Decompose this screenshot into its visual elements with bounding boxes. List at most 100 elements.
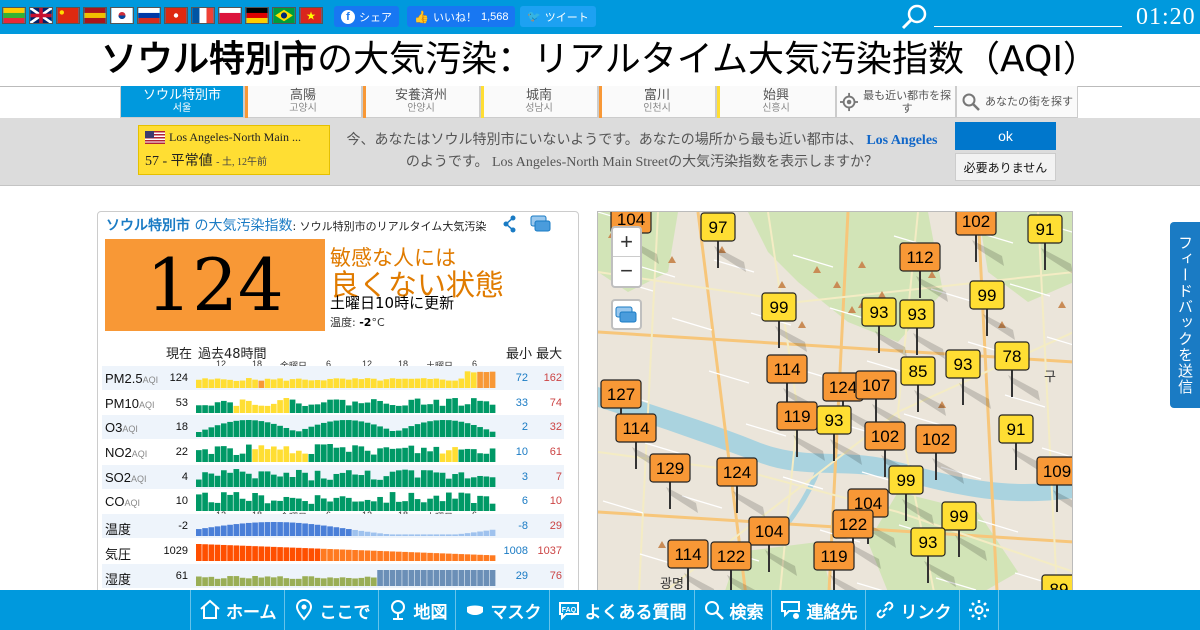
pollutant-row[interactable]: PM10AQI 53 33 74 [102,391,564,415]
history-bar [333,420,340,437]
pollutant-row[interactable]: PM2.5AQI 124 72 162 [102,366,564,390]
flag-english-icon[interactable] [29,7,53,24]
history-bar [377,479,383,487]
history-sparkline[interactable] [196,391,496,415]
pollutant-row[interactable]: O3AQI 18 2 32 [102,415,564,439]
map-aqi-marker[interactable]: 104 [748,516,797,576]
history-sparkline[interactable] [196,415,496,439]
search-box[interactable] [900,3,1122,31]
find-city-button[interactable]: あなたの街を探す [956,86,1078,118]
history-bar [296,450,302,462]
history-sparkline[interactable] [196,564,496,588]
history-bar [414,552,421,561]
pollutant-row[interactable]: 気圧 1029 1008 1037 [102,539,564,563]
map-aqi-marker[interactable]: 102 [915,424,964,484]
map-aqi-marker[interactable]: 93 [899,299,945,359]
history-sparkline[interactable] [196,489,496,513]
map-aqi-marker[interactable]: 93 [945,349,991,409]
map-aqi-marker[interactable]: 99 [941,501,987,561]
flag-vietnamese-icon[interactable] [299,7,323,24]
history-sparkline[interactable] [196,465,496,489]
flag-polish-icon[interactable] [218,7,242,24]
map-aqi-marker[interactable]: 122 [832,509,881,569]
tweet-button[interactable]: 🐦 ツイート [520,6,596,27]
flag-myanmar-icon[interactable] [2,7,26,24]
tab-seoul[interactable]: ソウル特別市 서울 [120,86,244,118]
map-aqi-marker[interactable]: 97 [700,212,746,272]
map-aqi-marker[interactable]: 93 [910,527,956,587]
history-bar [477,371,483,388]
history-bar [246,444,252,462]
pollutant-row[interactable]: 湿度 61 29 76 [102,564,564,588]
map-aqi-marker[interactable]: 78 [994,341,1040,401]
history-sparkline[interactable] [196,514,496,538]
flag-korean-icon[interactable] [110,7,134,24]
nav-search[interactable]: 検索 [693,590,771,630]
marker-shadow [913,333,945,359]
history-bar [196,432,202,437]
history-sparkline[interactable] [196,440,496,464]
ok-button[interactable]: ok [955,122,1056,150]
map-aqi-marker[interactable]: 93 [816,405,862,465]
history-bar [339,496,346,511]
search-input[interactable] [934,7,1122,27]
nearest-station-card[interactable]: Los Angeles-North Main ... 57 - 平常値 - 土,… [138,125,330,175]
feedback-button[interactable]: フィードバックを送信 [1170,222,1200,408]
zoom-out-button[interactable]: − [620,258,633,283]
min-value: 29 [515,570,528,582]
flag-portuguese-icon[interactable] [272,7,296,24]
map-aqi-marker[interactable]: 91 [998,414,1044,474]
pollutant-row[interactable]: SO2AQI 4 3 7 [102,465,564,489]
history-bar [233,524,240,536]
map-aqi-marker[interactable]: 93 [861,297,907,357]
map-aqi-marker[interactable]: 99 [969,280,1015,340]
widget-icon[interactable] [530,215,552,233]
nearest-city-link[interactable]: Los Angeles [866,133,938,148]
card-city[interactable]: ソウル特別市 [106,218,190,234]
map-aqi-marker[interactable]: 129 [649,453,698,513]
tab-anyang[interactable]: 安養済州 안양시 [362,86,480,118]
flag-german-icon[interactable] [245,7,269,24]
map-aqi-marker[interactable]: 102 [955,212,1004,266]
find-nearest-button[interactable]: 最も近い都市を探す [836,86,956,118]
max-value: 10 [549,495,562,507]
flag-spanish-icon[interactable] [83,7,107,24]
flag-russian-icon[interactable] [137,7,161,24]
map-aqi-marker[interactable]: 85 [900,356,946,416]
pollutant-row[interactable]: 温度 -2 -8 29 [102,514,564,538]
tab-siheung[interactable]: 始興 신흥시 [716,86,836,118]
map-aqi-marker[interactable]: 99 [761,292,807,352]
decline-button[interactable]: 必要ありません [955,153,1056,181]
nav-home[interactable]: ホーム [190,590,284,630]
history-sparkline[interactable] [196,366,496,390]
pollutant-row[interactable]: COAQI 10 6 10 [102,489,564,513]
nav-contact[interactable]: 連絡先 [770,590,865,630]
nav-faq[interactable]: FAQ よくある質問 [548,590,694,630]
share-icon[interactable] [502,215,518,233]
nav-link[interactable]: リンク [864,590,959,630]
nav-mask[interactable]: マスク [454,590,549,630]
history-bar [371,550,377,561]
layers-button[interactable] [611,299,642,330]
history-sparkline[interactable] [196,539,496,563]
flag-chinese-icon[interactable] [56,7,80,24]
zoom-in-button[interactable]: + [613,228,640,257]
map-aqi-marker[interactable]: 91 [1027,214,1073,274]
facebook-like-button[interactable]: 👍 いいね！ 1,568 [407,6,516,27]
map-aqi-marker[interactable]: 109 [1036,456,1073,516]
tab-goyang[interactable]: 高陽 고양시 [244,86,362,118]
nav-gear[interactable] [958,590,999,630]
tab-seongnam[interactable]: 城南 성남시 [480,86,598,118]
aqi-map[interactable]: 104 97 102 91 112 99 99 93 93 93 78 114 85 124 107 127 1… [597,211,1073,611]
facebook-share-button[interactable]: f シェア [334,6,399,27]
pollutant-row[interactable]: NO2AQI 22 10 61 [102,440,564,464]
map-canvas[interactable]: 104 97 102 91 112 99 99 93 93 93 78 114 85 124 107 127 1… [598,212,1073,611]
nav-pin[interactable]: ここで [283,590,378,630]
map-aqi-marker[interactable]: 112 [899,242,948,302]
flag-french-icon[interactable] [191,7,215,24]
map-aqi-marker[interactable]: 99 [888,465,934,525]
flag-hong-kong-icon[interactable] [164,7,188,24]
nav-map[interactable]: 地図 [377,590,455,630]
tab-bucheon[interactable]: 富川 인천시 [598,86,716,118]
map-aqi-marker[interactable]: 124 [716,457,765,517]
